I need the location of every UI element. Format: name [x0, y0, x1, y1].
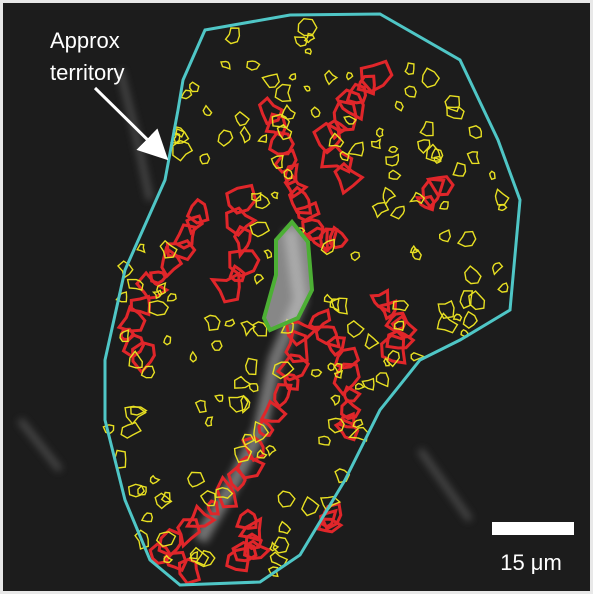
annotation-line: Approx	[50, 28, 120, 53]
annotation-line: territory	[50, 60, 125, 85]
scale-bar	[492, 522, 574, 535]
micrograph: Approx territory 15 μm	[0, 0, 593, 594]
page: Approx territory 15 μm (() => { const da…	[0, 0, 593, 594]
scale-bar-label: 15 μm	[500, 550, 562, 575]
